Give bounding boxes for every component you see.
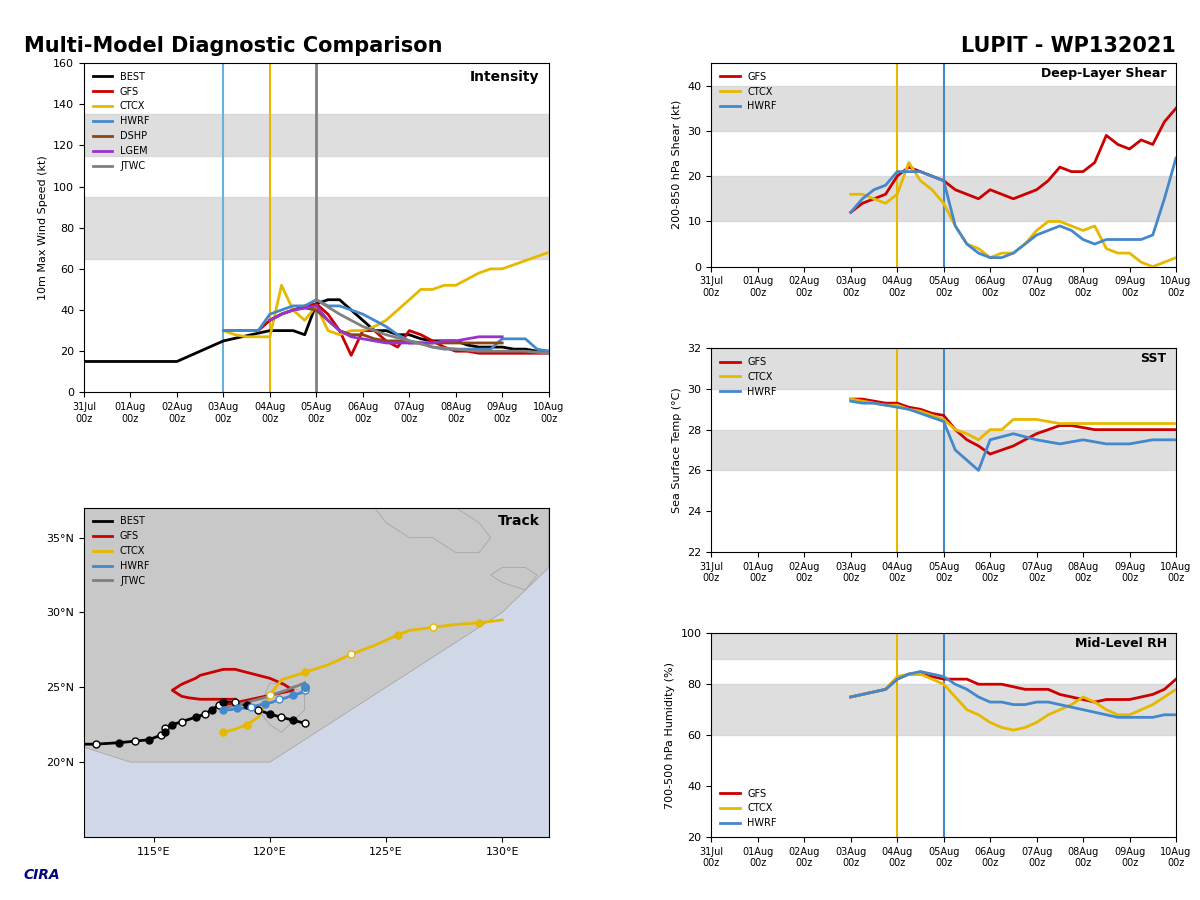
Text: LUPIT - WP132021: LUPIT - WP132021 <box>961 36 1176 56</box>
Polygon shape <box>84 508 548 762</box>
Y-axis label: 700-500 hPa Humidity (%): 700-500 hPa Humidity (%) <box>665 662 676 809</box>
Text: Track: Track <box>498 514 539 528</box>
Text: Mid-Level RH: Mid-Level RH <box>1074 637 1166 651</box>
Bar <box>712 348 1176 389</box>
Legend: GFS, CTCX, HWRF: GFS, CTCX, HWRF <box>716 68 781 115</box>
Y-axis label: 200-850 hPa Shear (kt): 200-850 hPa Shear (kt) <box>672 100 682 230</box>
Polygon shape <box>374 508 491 553</box>
Bar <box>712 634 1176 659</box>
Polygon shape <box>258 683 305 733</box>
Legend: BEST, GFS, CTCX, HWRF, DSHP, LGEM, JTWC: BEST, GFS, CTCX, HWRF, DSHP, LGEM, JTWC <box>89 68 154 175</box>
Legend: GFS, CTCX, HWRF: GFS, CTCX, HWRF <box>716 785 781 832</box>
Polygon shape <box>491 568 538 590</box>
Text: Deep-Layer Shear: Deep-Layer Shear <box>1042 68 1166 80</box>
Legend: BEST, GFS, CTCX, HWRF, JTWC: BEST, GFS, CTCX, HWRF, JTWC <box>89 512 154 590</box>
Bar <box>84 114 548 156</box>
Bar <box>712 684 1176 735</box>
Text: Intensity: Intensity <box>470 69 539 84</box>
Text: SST: SST <box>1140 352 1166 365</box>
Bar <box>712 429 1176 471</box>
Text: CIRA: CIRA <box>24 868 61 882</box>
Y-axis label: 10m Max Wind Speed (kt): 10m Max Wind Speed (kt) <box>37 156 48 300</box>
Text: Multi-Model Diagnostic Comparison: Multi-Model Diagnostic Comparison <box>24 36 443 56</box>
Y-axis label: Sea Surface Temp (°C): Sea Surface Temp (°C) <box>672 387 682 513</box>
Bar <box>84 197 548 258</box>
Bar <box>712 86 1176 130</box>
Legend: GFS, CTCX, HWRF: GFS, CTCX, HWRF <box>716 353 781 400</box>
Bar <box>712 176 1176 221</box>
